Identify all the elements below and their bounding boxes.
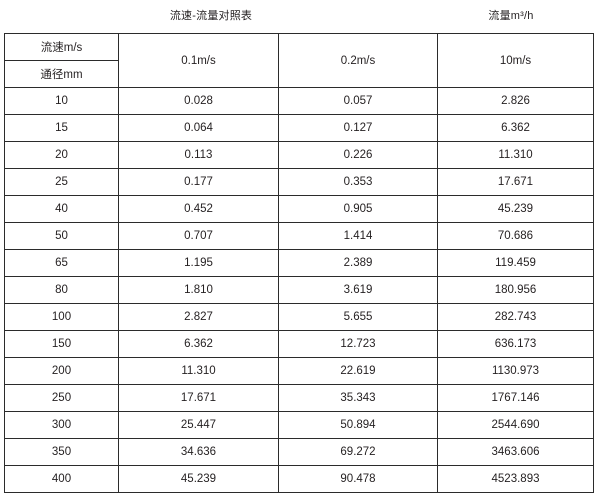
flow-table-container: 流速m/s 0.1m/s 0.2m/s 10m/s 通径mm 10 0.028 … xyxy=(4,33,594,493)
table-row: 10 0.028 0.057 2.826 xyxy=(4,87,594,115)
cell-flow-10: 180.956 xyxy=(437,276,594,304)
cell-flow-01: 0.113 xyxy=(118,141,279,169)
cell-flow-10: 3463.606 xyxy=(437,438,594,466)
cell-flow-02: 90.478 xyxy=(278,465,438,493)
cell-flow-01: 0.064 xyxy=(118,114,279,142)
cell-flow-01: 25.447 xyxy=(118,411,279,439)
cell-flow-10: 1130.973 xyxy=(437,357,594,385)
cell-flow-02: 0.226 xyxy=(278,141,438,169)
cell-diameter: 20 xyxy=(4,141,119,169)
cell-flow-01: 1.195 xyxy=(118,249,279,277)
cell-flow-10: 6.362 xyxy=(437,114,594,142)
cell-flow-01: 2.827 xyxy=(118,303,279,331)
table-row: 25 0.177 0.353 17.671 xyxy=(4,168,594,196)
cell-flow-01: 0.177 xyxy=(118,168,279,196)
corner-label-velocity: 流速m/s xyxy=(4,33,119,61)
cell-diameter: 100 xyxy=(4,303,119,331)
cell-flow-02: 1.414 xyxy=(278,222,438,250)
table-row: 65 1.195 2.389 119.459 xyxy=(4,249,594,277)
table-row: 40 0.452 0.905 45.239 xyxy=(4,195,594,223)
cell-flow-02: 12.723 xyxy=(278,330,438,358)
table-row: 250 17.671 35.343 1767.146 xyxy=(4,384,594,412)
cell-flow-02: 22.619 xyxy=(278,357,438,385)
cell-flow-02: 0.905 xyxy=(278,195,438,223)
cell-diameter: 400 xyxy=(4,465,119,493)
cell-flow-10: 11.310 xyxy=(437,141,594,169)
cell-diameter: 65 xyxy=(4,249,119,277)
cell-flow-01: 45.239 xyxy=(118,465,279,493)
cell-flow-01: 1.810 xyxy=(118,276,279,304)
cell-flow-02: 3.619 xyxy=(278,276,438,304)
cell-flow-02: 5.655 xyxy=(278,303,438,331)
table-row: 300 25.447 50.894 2544.690 xyxy=(4,411,594,439)
cell-diameter: 350 xyxy=(4,438,119,466)
cell-diameter: 200 xyxy=(4,357,119,385)
table-row: 50 0.707 1.414 70.686 xyxy=(4,222,594,250)
cell-diameter: 150 xyxy=(4,330,119,358)
cell-flow-10: 4523.893 xyxy=(437,465,594,493)
caption-row: 流速-流量对照表 流量m³/h xyxy=(0,0,600,33)
cell-flow-01: 0.028 xyxy=(118,87,279,115)
cell-flow-02: 0.127 xyxy=(278,114,438,142)
cell-flow-10: 17.671 xyxy=(437,168,594,196)
cell-flow-01: 17.671 xyxy=(118,384,279,412)
cell-flow-02: 35.343 xyxy=(278,384,438,412)
table-row: 150 6.362 12.723 636.173 xyxy=(4,330,594,358)
header-row-diameter: 通径mm xyxy=(4,60,594,88)
cell-flow-02: 0.353 xyxy=(278,168,438,196)
table-row: 80 1.810 3.619 180.956 xyxy=(4,276,594,304)
cell-flow-01: 6.362 xyxy=(118,330,279,358)
column-header-0.2ms: 0.2m/s xyxy=(278,33,438,88)
table-row: 15 0.064 0.127 6.362 xyxy=(4,114,594,142)
cell-diameter: 10 xyxy=(4,87,119,115)
table-row: 200 11.310 22.619 1130.973 xyxy=(4,357,594,385)
cell-diameter: 40 xyxy=(4,195,119,223)
cell-flow-01: 34.636 xyxy=(118,438,279,466)
column-header-10ms: 10m/s xyxy=(437,33,594,88)
cell-diameter: 300 xyxy=(4,411,119,439)
column-header-0.1ms: 0.1m/s xyxy=(118,33,279,88)
table-row: 400 45.239 90.478 4523.893 xyxy=(4,465,594,493)
cell-diameter: 50 xyxy=(4,222,119,250)
table-title: 流速-流量对照表 xyxy=(169,10,253,22)
cell-flow-02: 2.389 xyxy=(278,249,438,277)
cell-flow-01: 0.707 xyxy=(118,222,279,250)
cell-diameter: 25 xyxy=(4,168,119,196)
table-body: 流速m/s 0.1m/s 0.2m/s 10m/s 通径mm 10 0.028 … xyxy=(4,33,594,493)
table-row: 100 2.827 5.655 282.743 xyxy=(4,303,594,331)
cell-diameter: 15 xyxy=(4,114,119,142)
cell-flow-01: 11.310 xyxy=(118,357,279,385)
cell-flow-10: 45.239 xyxy=(437,195,594,223)
flow-unit-label: 流量m³/h xyxy=(488,10,534,22)
cell-flow-10: 1767.146 xyxy=(437,384,594,412)
cell-flow-02: 0.057 xyxy=(278,87,438,115)
flow-rate-table: 流速m/s 0.1m/s 0.2m/s 10m/s 通径mm 10 0.028 … xyxy=(4,33,594,493)
cell-diameter: 80 xyxy=(4,276,119,304)
table-row: 20 0.113 0.226 11.310 xyxy=(4,141,594,169)
cell-flow-10: 282.743 xyxy=(437,303,594,331)
cell-flow-10: 70.686 xyxy=(437,222,594,250)
cell-flow-10: 2544.690 xyxy=(437,411,594,439)
table-row: 350 34.636 69.272 3463.606 xyxy=(4,438,594,466)
cell-flow-10: 2.826 xyxy=(437,87,594,115)
corner-label-diameter: 通径mm xyxy=(4,60,119,88)
cell-flow-01: 0.452 xyxy=(118,195,279,223)
cell-flow-10: 636.173 xyxy=(437,330,594,358)
cell-flow-02: 69.272 xyxy=(278,438,438,466)
cell-flow-02: 50.894 xyxy=(278,411,438,439)
cell-flow-10: 119.459 xyxy=(437,249,594,277)
header-row-velocity: 流速m/s 0.1m/s 0.2m/s 10m/s xyxy=(4,33,594,88)
cell-diameter: 250 xyxy=(4,384,119,412)
